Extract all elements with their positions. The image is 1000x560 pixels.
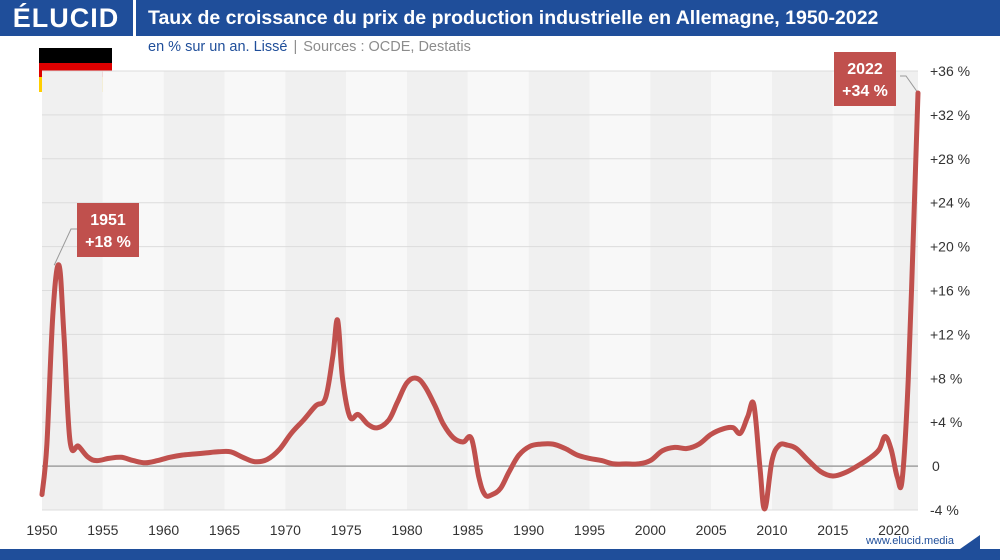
y-tick-label: +16 % [930, 283, 970, 299]
chart-title: Taux de croissance du prix de production… [148, 7, 879, 29]
annotation-leader [53, 228, 77, 266]
y-tick-label: +4 % [930, 414, 962, 430]
chart-subtitle: en % sur un an. Lissé | Sources : OCDE, De… [148, 39, 471, 55]
footer-bar [0, 549, 1000, 560]
x-tick-label: 1985 [452, 522, 483, 538]
y-tick-label: +24 % [930, 195, 970, 211]
x-tick-label: 2015 [817, 522, 848, 538]
x-tick-label: 1965 [209, 522, 240, 538]
elucid-logo[interactable]: ÉLUCID [0, 0, 132, 36]
unit-label: en % sur un an. Lissé [148, 39, 288, 55]
annotation-leaders [53, 75, 919, 266]
footer-url[interactable]: www.elucid.media [865, 535, 954, 547]
y-tick-label: +12 % [930, 326, 970, 342]
elucid-mark-icon [960, 535, 980, 549]
y-axis-ticks: +36 % +32 % +28 % +24 % +20 % +16 % +12 % +8 % +… [930, 63, 970, 518]
x-tick-label: 1960 [148, 522, 179, 538]
sources-label: Sources : OCDE, Destatis [303, 39, 471, 55]
x-tick-label: 2005 [696, 522, 727, 538]
y-tick-label: +32 % [930, 107, 970, 123]
y-tick-label: -4 % [930, 502, 959, 518]
y-tick-label: 0 [932, 458, 940, 474]
header-bar [0, 0, 1000, 36]
gridlines [42, 70, 918, 511]
x-axis-ticks: 1950 1955 1960 1965 1970 1975 1980 1985 1990 1995… [26, 522, 909, 538]
x-tick-label: 1990 [513, 522, 544, 538]
annotation-box [77, 203, 139, 257]
x-tick-label: 2000 [635, 522, 666, 538]
x-tick-label: 1950 [26, 522, 57, 538]
logo-divider [133, 0, 136, 36]
series-line-ppi [39, 90, 921, 512]
annotation-year: 1951 [90, 212, 126, 229]
x-tick-label: 1975 [331, 522, 362, 538]
x-tick-label: 1980 [391, 522, 422, 538]
x-tick-label: 1955 [87, 522, 118, 538]
subtitle-separator: | [293, 39, 298, 55]
annotation-value: +34 % [842, 83, 888, 100]
annotation-value: +18 % [85, 234, 131, 251]
x-tick-label: 2020 [878, 522, 909, 538]
annotation-box [834, 52, 896, 106]
annotation-year: 2022 [847, 61, 883, 78]
annotations: 1951 +18 % 2022 +34 % [77, 52, 896, 257]
y-tick-label: +8 % [930, 370, 962, 386]
x-tick-label: 1970 [270, 522, 301, 538]
y-tick-label: +28 % [930, 151, 970, 167]
y-tick-label: +20 % [930, 239, 970, 255]
x-tick-label: 1995 [574, 522, 605, 538]
x-tick-label: 2010 [756, 522, 787, 538]
y-tick-label: +36 % [930, 63, 970, 79]
flag-stripe-black [39, 48, 112, 63]
annotation-leader [900, 75, 919, 94]
